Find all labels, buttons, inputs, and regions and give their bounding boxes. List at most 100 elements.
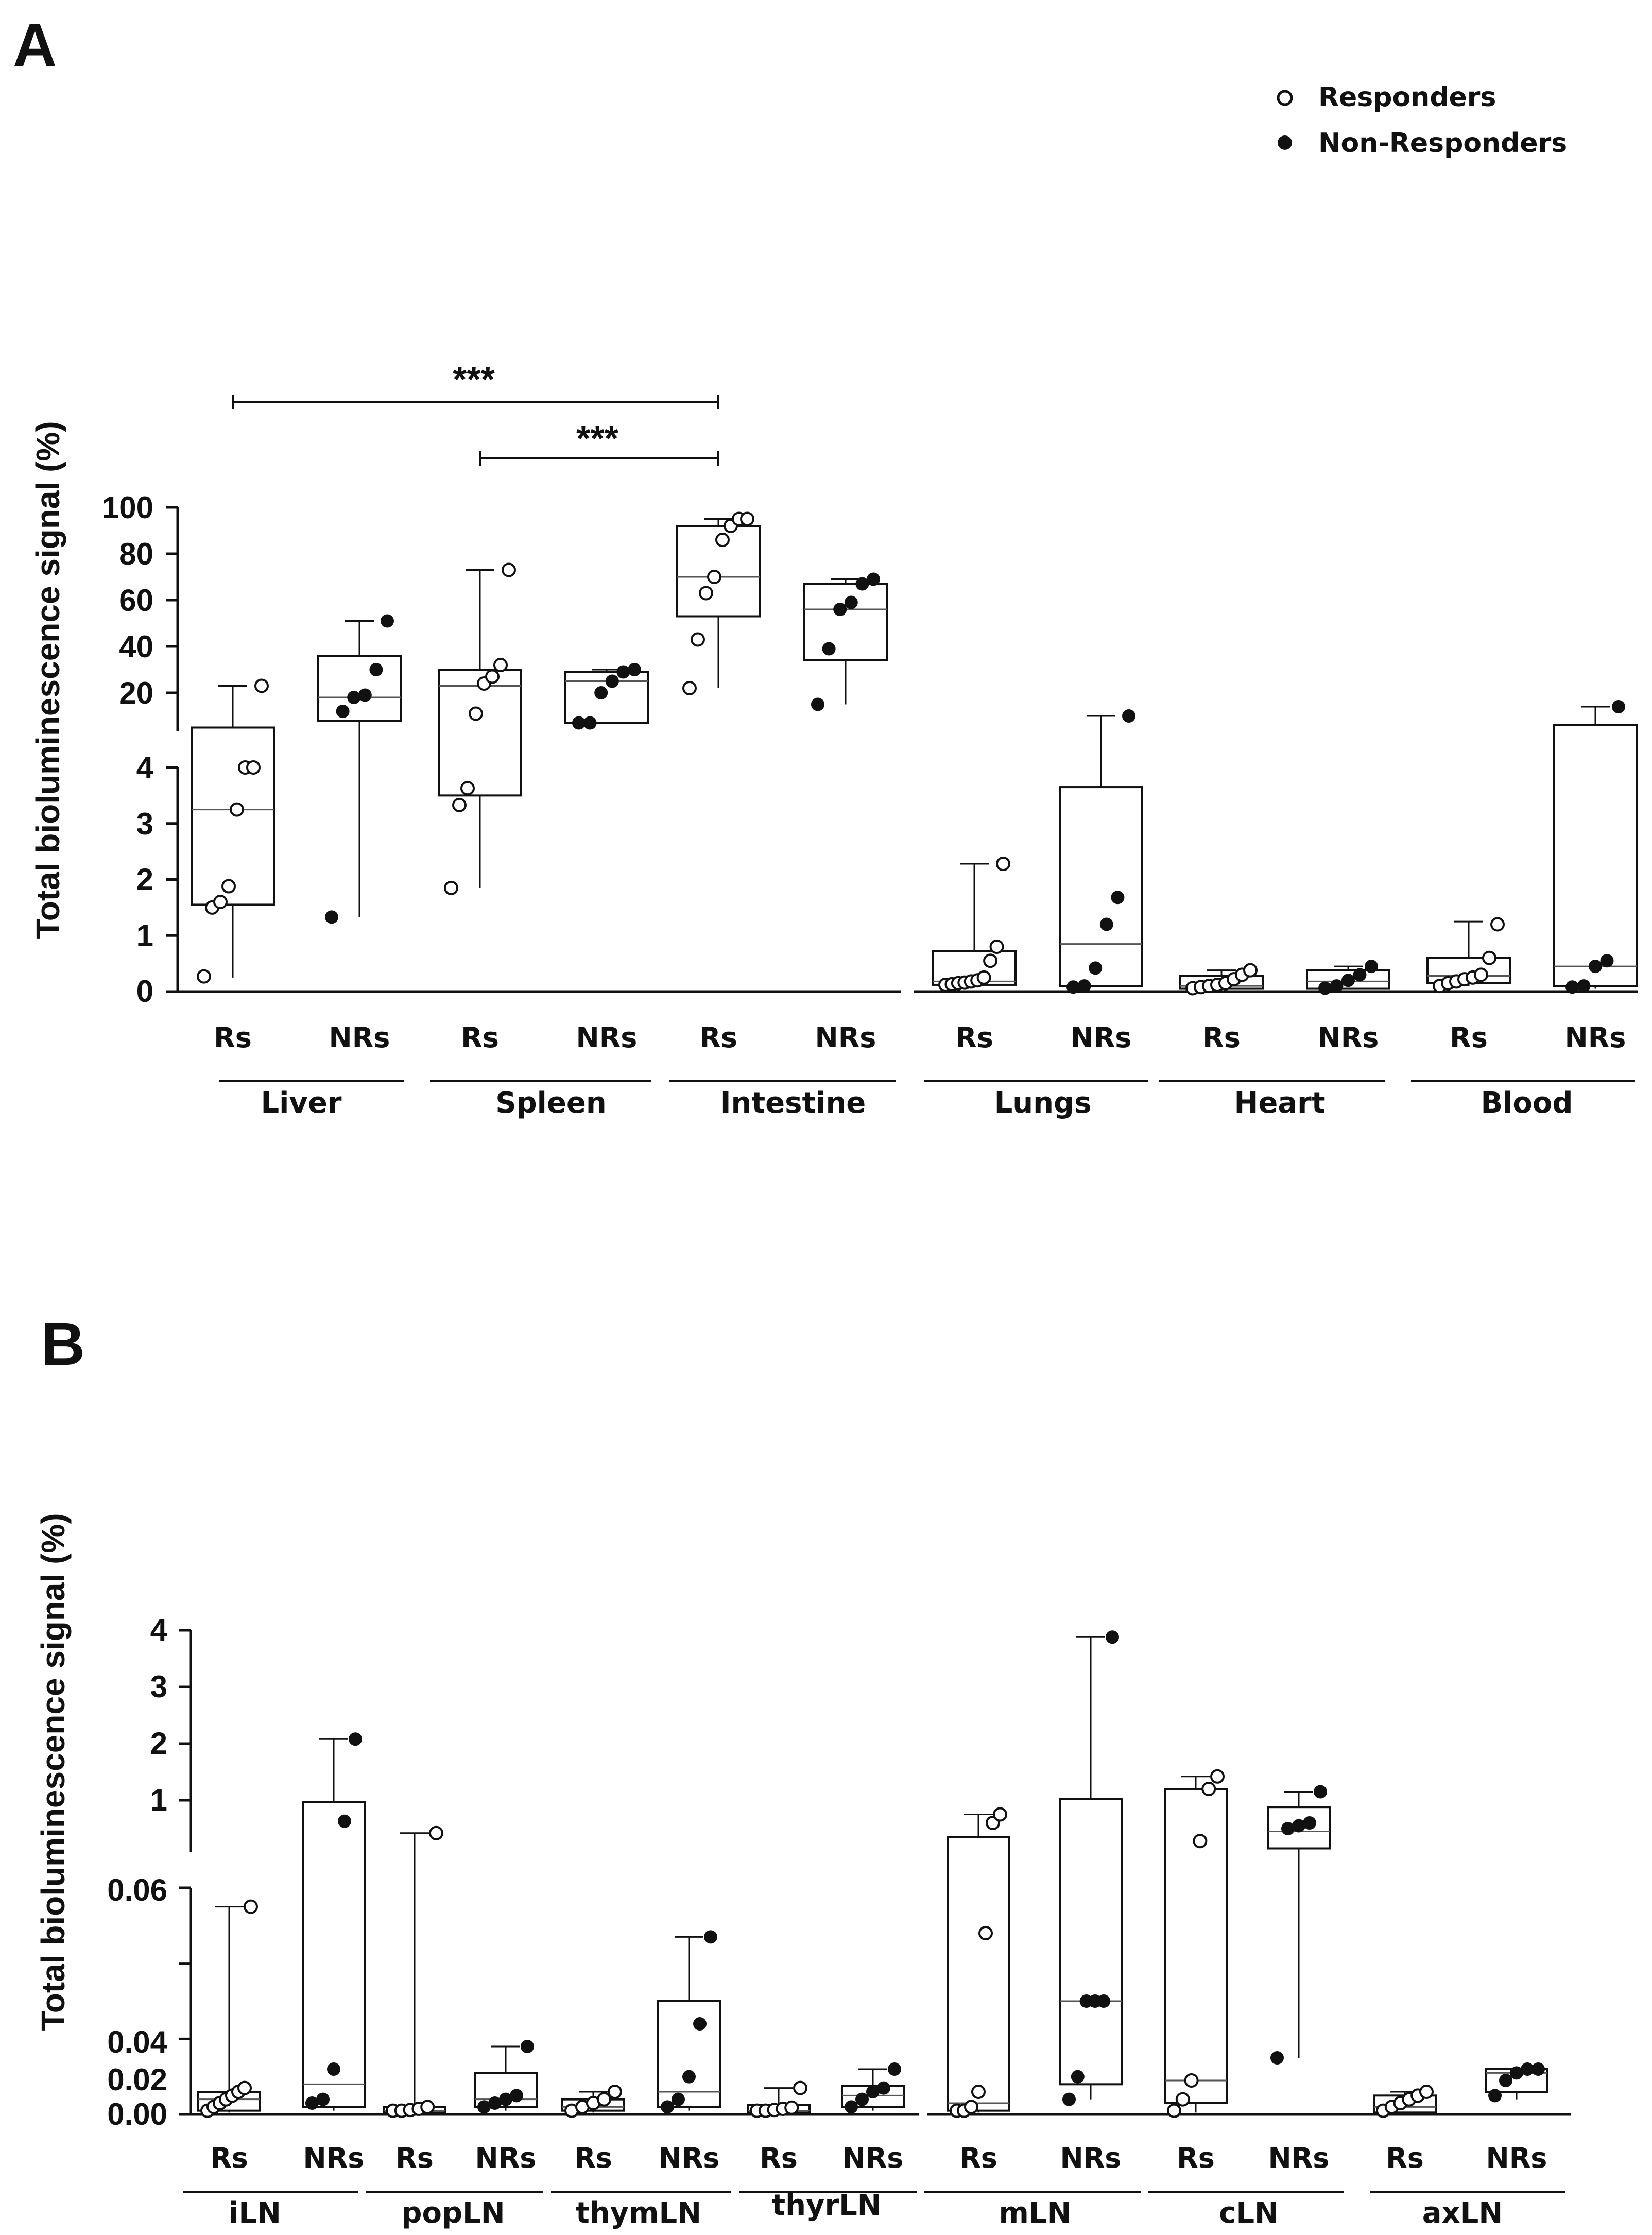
thyrln-nrs-point-3 (877, 2081, 890, 2095)
thymln-nrs-point-3 (693, 2017, 707, 2031)
thyrln-nrs-point-0 (845, 2100, 858, 2114)
b-ytick-lower-2: 0.04 (107, 2025, 167, 2059)
intestine-nrs-point-1 (822, 642, 836, 656)
b-xtick-thyrln-nrs: NRs (842, 2142, 904, 2174)
heart-nrs-point-2 (1341, 974, 1355, 987)
popln-nrs-point-2 (499, 2092, 512, 2106)
a-xtick-lungs-nrs: NRs (1071, 1021, 1132, 1054)
intestine-rs-point-3 (707, 570, 721, 584)
blood-rs-point-5 (1474, 967, 1488, 982)
b-xtick-iln-rs: Rs (210, 2142, 248, 2174)
intestine-nrs-point-5 (867, 572, 880, 586)
panel-b-x-ticks: Rs NRs Rs NRs Rs NRs Rs NRs Rs NRs Rs NR… (210, 2142, 1547, 2174)
liver-rs-point-3 (221, 879, 236, 894)
b-xtick-cln-nrs: NRs (1268, 2142, 1330, 2174)
b-xtick-axln-nrs: NRs (1486, 2142, 1547, 2174)
axln-nrs-point-0 (1488, 2089, 1502, 2103)
mln-nrs-point-1 (1071, 2070, 1085, 2084)
a-ytick-lower-2: 2 (136, 862, 153, 897)
panel-b-plot (179, 1629, 1571, 2118)
iln-rs-point-6 (237, 2080, 252, 2095)
liver-nrs-point-4 (369, 663, 383, 676)
organ-label-thymln: thymLN (576, 2196, 701, 2230)
a-xtick-intestine-rs: Rs (699, 1021, 737, 1054)
legend-responders-marker (1277, 90, 1293, 106)
significance-label-liver-intestine: *** (453, 359, 495, 399)
blood-nrs-point-3 (1600, 954, 1614, 968)
b-ytick-lower-1: 0.02 (107, 2062, 167, 2097)
intestine-rs-point-4 (715, 533, 730, 547)
cln-nrs-point-0 (1270, 2051, 1284, 2065)
organ-label-blood: Blood (1481, 1086, 1573, 1120)
lungs-nrs-point-1 (1077, 979, 1091, 993)
mln-nrs-point-4 (1097, 1994, 1111, 2008)
organ-label-mln: mLN (999, 2196, 1072, 2230)
lungs-rs-point-6 (976, 970, 991, 985)
legend: Responders Non-Responders (1277, 82, 1567, 159)
popln-rs-point-5 (429, 1825, 443, 1840)
thymln-rs-point-3 (597, 2092, 611, 2107)
iln-nrs-point-1 (316, 2092, 330, 2106)
iln-nrs-point-4 (349, 1732, 362, 1746)
intestine-rs-point-0 (682, 681, 697, 695)
mln-rs-point-3 (971, 2085, 986, 2099)
organ-label-liver: Liver (261, 1086, 342, 1120)
cln-nrs-point-1 (1281, 1822, 1295, 1835)
intestine-rs-point-2 (699, 586, 713, 601)
lungs-nrs-box (1059, 786, 1143, 987)
a-xtick-liver-rs: Rs (214, 1021, 252, 1054)
popln-nrs-point-1 (488, 2096, 502, 2110)
a-ytick-upper-100: 100 (102, 490, 153, 525)
organ-label-heart: Heart (1234, 1086, 1325, 1120)
heart-nrs-point-4 (1365, 960, 1378, 974)
panel-a-x-ticks: Rs NRs Rs NRs Rs NRs Rs NRs Rs NRs Rs NR… (214, 1021, 1626, 1054)
cln-rs-point-4 (1201, 1782, 1216, 1796)
thymln-nrs-point-1 (672, 2092, 685, 2106)
thyrln-nrs-point-4 (888, 2062, 901, 2076)
a-ytick-lower-0: 0 (136, 974, 153, 1009)
organ-label-lungs: Lungs (994, 1086, 1092, 1120)
axln-nrs-point-3 (1521, 2062, 1534, 2076)
liver-rs-point-0 (197, 969, 211, 984)
blood-nrs-point-4 (1612, 700, 1625, 713)
spleen-rs-point-7 (502, 562, 516, 577)
a-xtick-lungs-rs: Rs (955, 1021, 993, 1054)
thymln-nrs-box (657, 2000, 721, 2108)
panel-label-b: B (41, 1310, 85, 1378)
b-ytick-upper-3: 3 (150, 1669, 167, 1704)
liver-rs-point-2 (213, 895, 228, 909)
a-xtick-heart-rs: Rs (1202, 1021, 1241, 1054)
b-xtick-mln-nrs: NRs (1060, 2142, 1122, 2174)
a-ytick-lower-4: 4 (136, 750, 154, 785)
intestine-rs-point-1 (691, 632, 705, 647)
thymln-nrs-point-0 (661, 2100, 674, 2114)
mln-nrs-point-0 (1062, 2092, 1076, 2106)
spleen-rs-point-1 (452, 797, 467, 812)
spleen-nrs-point-2 (594, 686, 608, 699)
spleen-nrs-point-5 (628, 663, 641, 676)
a-ytick-upper-80: 80 (119, 537, 153, 571)
spleen-nrs-point-4 (616, 665, 630, 679)
b-xtick-mln-rs: Rs (959, 2142, 997, 2174)
intestine-nrs-point-2 (833, 603, 847, 616)
axln-nrs-point-4 (1531, 2062, 1545, 2076)
mln-rs-point-6 (993, 1807, 1007, 1822)
b-xtick-thymln-nrs: NRs (659, 2142, 720, 2174)
a-ytick-lower-1: 1 (136, 918, 153, 953)
lungs-rs-point-9 (996, 857, 1010, 872)
spleen-rs-point-5 (485, 669, 500, 684)
a-xtick-heart-nrs: NRs (1318, 1021, 1379, 1054)
cln-rs-point-3 (1193, 1834, 1208, 1849)
b-ytick-upper-1: 1 (150, 1783, 167, 1817)
b-xtick-popln-nrs: NRs (475, 2142, 537, 2174)
axln-rs-point-5 (1419, 2085, 1434, 2099)
cln-nrs-point-3 (1303, 1816, 1316, 1830)
blood-nrs-point-1 (1577, 979, 1591, 993)
iln-nrs-point-3 (338, 1814, 351, 1828)
organ-label-cln: cLN (1219, 2196, 1279, 2230)
heart-rs-point-7 (1243, 963, 1258, 978)
a-xtick-blood-nrs: NRs (1565, 1021, 1626, 1054)
spleen-rs-point-0 (444, 880, 458, 895)
panel-a-organ-labels: Liver Spleen Intestine Lungs Heart Blood (219, 1080, 1635, 1120)
intestine-nrs-point-4 (855, 577, 869, 591)
